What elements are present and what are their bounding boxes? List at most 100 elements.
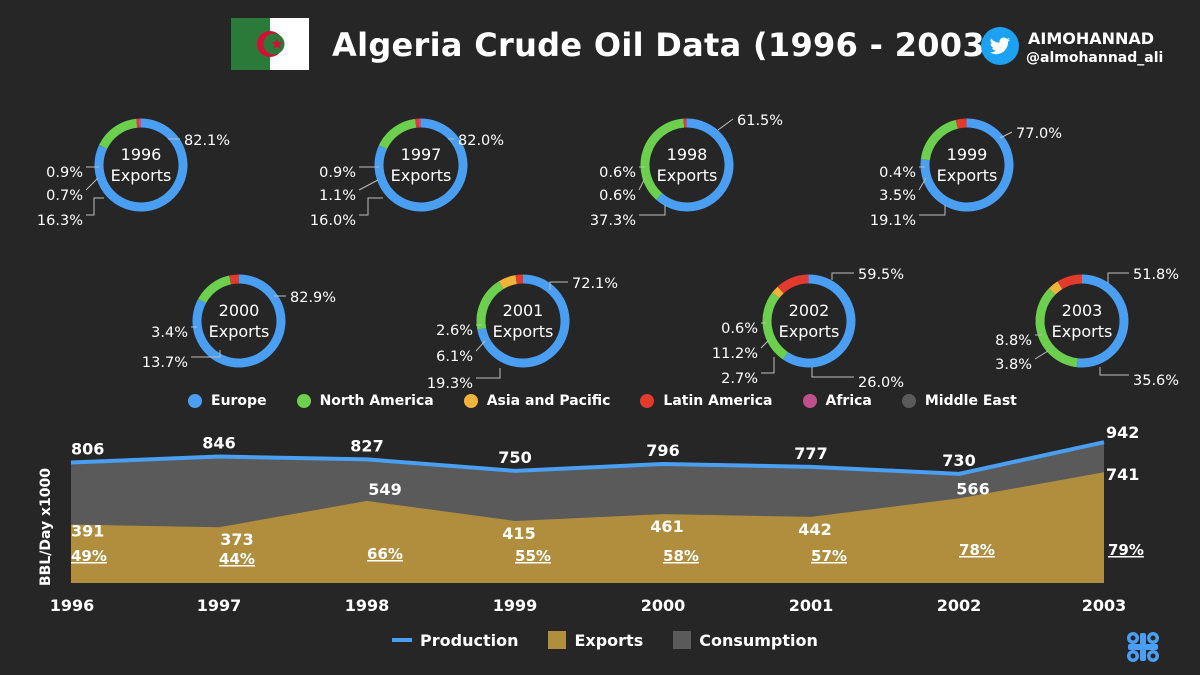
donut-data-label: 8.8%	[995, 333, 1032, 349]
donut-year-label: 1997	[401, 145, 442, 164]
leader-line	[549, 281, 568, 290]
donut-slice-latin-america	[229, 274, 240, 285]
donut-center-label: Exports	[937, 166, 998, 185]
y-axis-label: BBL/Day x1000	[38, 468, 54, 586]
donut-data-label: 0.9%	[46, 165, 83, 181]
legend-item-latin-america: Latin America	[640, 393, 773, 409]
donut-slice-north-america	[1035, 288, 1078, 368]
x-tick-label: 1997	[197, 596, 242, 615]
algeria-flag	[231, 18, 309, 70]
donut-slice-europe	[782, 274, 856, 368]
exports-swatch	[548, 631, 567, 649]
leader-line	[475, 340, 486, 352]
donut-data-label: 6.1%	[436, 349, 473, 365]
export-share-label: 58%	[663, 547, 699, 565]
donut-data-label: 35.6%	[1133, 373, 1179, 389]
legend-label-consumption: Consumption	[699, 630, 818, 650]
legend-item-africa: Africa	[802, 393, 872, 409]
donut-slice-asia-pacific	[498, 275, 518, 290]
donut-data-label: 51.8%	[1133, 267, 1179, 283]
export-share-label: 57%	[811, 547, 847, 565]
donut-callouts-2000: 82.9% 3.4% 13.7%	[142, 290, 336, 371]
donut-1998: 1998 Exports	[640, 118, 734, 212]
donut-slice-latin-america	[955, 118, 967, 129]
x-tick-label: 1998	[345, 596, 390, 615]
legend-item-production: Production	[392, 631, 518, 650]
donut-callouts-1999: 77.0% 0.4% 3.5% 19.1%	[870, 126, 1062, 229]
donut-slice-asia-pacific	[1048, 281, 1063, 295]
leader-line	[811, 367, 854, 378]
leader-line	[638, 177, 646, 191]
donut-2000: 2000 Exports	[192, 274, 286, 368]
legend-label-production: Production	[420, 630, 519, 650]
export-share-label: 44%	[219, 550, 255, 568]
donut-2002: 2002 Exports	[762, 274, 856, 368]
leader-line	[761, 357, 775, 374]
legend-label-exports: Exports	[574, 630, 644, 650]
donut-slice-asia-pacific	[772, 286, 784, 299]
donut-data-label: 3.8%	[995, 357, 1032, 373]
area-legend: Production Exports Consumption	[392, 629, 848, 651]
exports-value-label: 741	[1106, 465, 1139, 484]
legend-label: Europe	[211, 393, 267, 409]
exports-value-label: 549	[368, 480, 401, 499]
legend-item-exports: Exports	[548, 631, 643, 650]
donut-data-label: 0.4%	[879, 165, 916, 181]
export-share-label: 78%	[959, 541, 995, 559]
donut-slice-europe	[374, 118, 468, 212]
x-tick-label: 2000	[641, 596, 686, 615]
donut-data-label: 16.3%	[37, 213, 83, 229]
donut-slice-europe	[920, 118, 1014, 212]
donut-slice-europe	[477, 274, 570, 368]
donut-year-label: 2001	[503, 301, 544, 320]
donut-year-label: 2002	[789, 301, 830, 320]
leader-line	[476, 368, 501, 379]
donut-callouts-2002: 59.5% 0.6% 11.2% 2.7% 26.0%	[712, 267, 904, 391]
donut-data-label: 0.7%	[46, 188, 83, 204]
donut-data-label: 59.5%	[858, 267, 904, 283]
production-value-label: 846	[202, 434, 235, 453]
donut-data-label: 0.6%	[721, 321, 758, 337]
author-name: AIMOHANNAD	[1028, 29, 1155, 48]
exports-value-label: 415	[502, 524, 535, 543]
donut-slice-north-america	[920, 119, 959, 161]
leader-line	[999, 131, 1013, 139]
donut-data-label: 77.0%	[1016, 126, 1062, 142]
legend-label: Africa	[825, 393, 872, 409]
donut-slice-north-america	[99, 118, 138, 150]
consumption-swatch	[673, 631, 692, 649]
donut-data-label: 82.9%	[290, 290, 336, 306]
author-handle: @almohannad_ali	[1026, 50, 1164, 66]
leader-line	[1099, 367, 1129, 376]
legend-swatch	[463, 394, 478, 408]
legend-label: North America	[319, 393, 434, 409]
x-tick-label: 2001	[789, 596, 834, 615]
leader-line	[358, 179, 379, 191]
donut-callouts-2001: 72.1% 2.6% 6.1% 19.3%	[427, 276, 618, 392]
legend-swatch	[901, 394, 916, 408]
donut-year-label: 1999	[947, 145, 988, 164]
donut-1996: 1996 Exports	[94, 118, 188, 212]
donut-center-label: Exports	[209, 322, 270, 341]
donut-data-label: 82.0%	[458, 133, 504, 149]
x-tick-label: 2002	[937, 596, 982, 615]
donut-year-label: 1998	[667, 145, 708, 164]
donut-center-label: Exports	[111, 166, 172, 185]
donut-center-label: Exports	[391, 166, 452, 185]
donut-slice-latin-america	[515, 274, 524, 285]
donut-data-label: 19.3%	[427, 376, 473, 392]
donut-data-label: 3.4%	[151, 325, 188, 341]
donut-data-label: 0.9%	[319, 165, 356, 181]
leader-line	[918, 177, 927, 191]
leader-line	[191, 350, 221, 358]
export-share-label: 79%	[1108, 541, 1144, 559]
donut-data-label: 0.6%	[599, 188, 636, 204]
donut-slice-north-america	[378, 118, 417, 150]
production-value-label: 796	[646, 441, 679, 460]
donut-data-label: 3.5%	[879, 188, 916, 204]
legend-item-middle-east: Middle East	[901, 393, 1017, 409]
donut-data-label: 0.6%	[599, 165, 636, 181]
donut-callouts-2003: 51.8% 8.8% 3.8% 35.6%	[995, 267, 1179, 389]
exports-value-label: 461	[650, 517, 683, 536]
donut-slice-latin-america	[1057, 274, 1083, 290]
